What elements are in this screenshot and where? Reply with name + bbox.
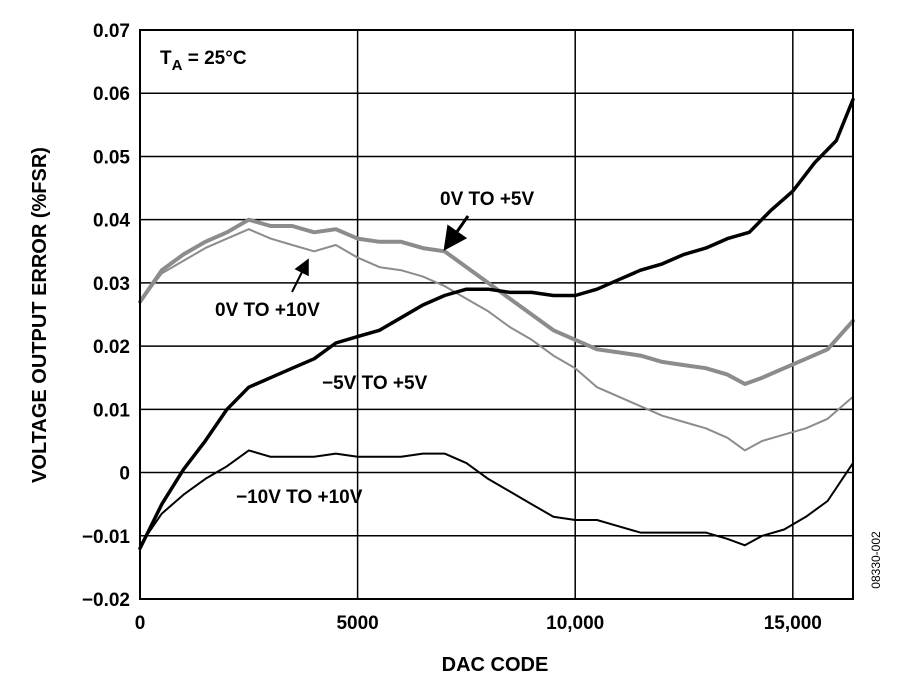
series-lines [138, 97, 855, 551]
arrow-0v-to-10v [291, 258, 309, 293]
plot-area-frame [139, 29, 854, 600]
annotation-0v-to-5v: 0V TO +5V [440, 189, 535, 210]
temperature-condition-label: TA = 25°C [160, 48, 247, 74]
y-tick-label: 0 [119, 464, 130, 485]
y-tick-label: 0.03 [93, 274, 130, 295]
series-line-2 [138, 97, 855, 551]
annotation-neg5v-to-5v: −5V TO +5V [322, 373, 428, 394]
series-line-3 [139, 449, 854, 547]
annotation-0v-to-10v: 0V TO +10V [215, 300, 320, 321]
y-tick-label: 0.05 [93, 147, 130, 168]
y-tick-label: 0.06 [93, 84, 130, 105]
x-tick-label: 5000 [336, 613, 378, 634]
y-tick-label: 0.01 [93, 400, 130, 421]
x-axis-title: DAC CODE [442, 654, 549, 676]
y-tick-label: 0.04 [93, 211, 130, 232]
x-tick-label: 10,000 [546, 613, 604, 634]
series-line-1 [139, 228, 854, 452]
x-tick-label: 0 [135, 613, 146, 634]
annotation-neg10v-to-10v: −10V TO +10V [236, 487, 363, 508]
y-tick-label: −0.01 [82, 527, 131, 548]
y-axis-title: VOLTAGE OUTPUT ERROR (%FSR) [29, 147, 51, 483]
x-tick-label: 15,000 [764, 613, 822, 634]
y-tick-label: −0.02 [82, 590, 130, 611]
y-axis-tick-labels: −0.02 −0.01 0 0.01 0.02 0.03 0.04 0.05 0.06 0.07 [82, 21, 131, 611]
series-annotations: 0V TO +5V 0V TO +10V −5V TO +5V −10V TO … [215, 189, 535, 508]
x-axis-tick-labels: 0 5000 10,000 15,000 [135, 613, 822, 634]
y-tick-label: 0.02 [93, 337, 130, 358]
arrow-0v-to-5v [443, 215, 470, 251]
figure-id-label: 08330-002 [869, 531, 883, 589]
y-tick-label: 0.07 [93, 21, 130, 42]
